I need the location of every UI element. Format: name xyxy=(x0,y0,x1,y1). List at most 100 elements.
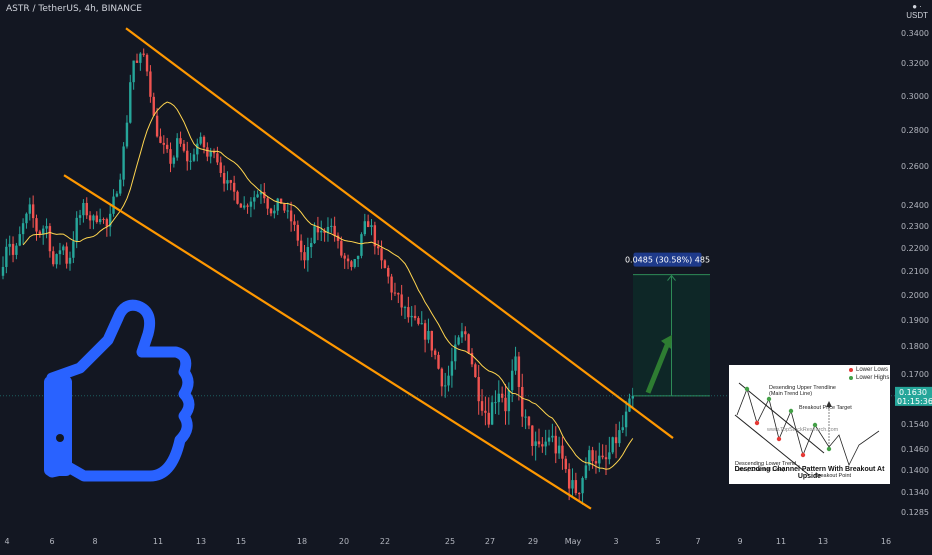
candle-body xyxy=(460,331,464,338)
candle-body xyxy=(11,243,15,255)
candle-body xyxy=(82,202,85,216)
price-tick-label: 0.3400 xyxy=(901,29,929,38)
candle-body xyxy=(343,255,346,259)
candle-body xyxy=(155,115,159,137)
candle-body xyxy=(420,323,423,325)
candle-body xyxy=(296,224,299,241)
candle-body xyxy=(132,60,135,83)
pattern-diagram xyxy=(734,368,880,476)
candle-body xyxy=(249,201,253,207)
candle-body xyxy=(618,430,621,444)
candle-body xyxy=(427,331,430,340)
candle-body xyxy=(567,469,571,489)
candle-body xyxy=(21,223,25,235)
candle-body xyxy=(316,226,320,233)
candle-body xyxy=(88,215,92,221)
candle-body xyxy=(186,150,189,162)
breakout-label: Breakout Point xyxy=(815,473,852,479)
time-tick-label: 29 xyxy=(528,537,538,546)
candle-body xyxy=(484,410,487,413)
candle-body xyxy=(433,350,437,355)
time-tick-label: 5 xyxy=(655,537,660,546)
candle-body xyxy=(500,393,504,398)
candle-body xyxy=(182,143,186,151)
candle-body xyxy=(58,250,62,255)
candle-body xyxy=(333,225,336,236)
candle-body xyxy=(360,234,363,256)
time-tick-label: 13 xyxy=(196,537,206,546)
breakout-arrow-shaft xyxy=(645,341,671,394)
candle-body xyxy=(444,385,447,387)
currency-dot: ● · xyxy=(912,2,922,11)
currency-code: USDT xyxy=(906,11,928,20)
candle-body xyxy=(474,364,477,378)
breakout-arrow-head xyxy=(661,334,672,349)
candle-body xyxy=(109,213,112,227)
candle-body xyxy=(263,191,266,199)
candle-body xyxy=(95,215,98,223)
price-tick-label: 0.2300 xyxy=(901,222,929,231)
legend-lower-lows: Lower Lows xyxy=(856,367,889,373)
measure-arrowhead xyxy=(667,274,676,281)
candle-body xyxy=(531,425,534,446)
candle-body xyxy=(243,205,246,208)
countdown-label: 01:15:36 xyxy=(897,397,932,406)
candle-body xyxy=(373,225,377,247)
candle-body xyxy=(18,234,21,246)
candle-body xyxy=(92,215,95,221)
candle-body xyxy=(45,226,48,229)
candle-body xyxy=(377,246,380,249)
time-tick-label: 8 xyxy=(92,537,97,546)
measure-label-bg xyxy=(633,252,702,267)
price-tick-label: 0.3000 xyxy=(901,92,929,101)
candle-body xyxy=(584,465,588,479)
candle-body xyxy=(279,198,283,204)
price-tick-label: 0.2800 xyxy=(901,126,929,135)
candle-body xyxy=(514,356,517,371)
candle-body xyxy=(430,331,433,351)
candle-body xyxy=(162,142,165,145)
candle-body xyxy=(387,267,390,277)
candle-body xyxy=(326,226,330,233)
candle-body xyxy=(554,435,557,454)
candle-body xyxy=(504,397,507,412)
candle-body xyxy=(350,261,353,267)
currency-label: ● · USDT xyxy=(906,2,928,20)
candle-body xyxy=(390,276,393,293)
measure-label: 0.0485 (30.58%) 485 xyxy=(625,256,710,265)
candle-body xyxy=(397,293,400,295)
candles-layer xyxy=(1,48,634,505)
candle-body xyxy=(604,457,608,460)
candle-body xyxy=(537,441,541,445)
axes-layer: 0.3400 0.3200 0.3000 0.2800 0.2600 0.2400 0.23… xyxy=(4,0,932,550)
candle-body xyxy=(78,215,82,218)
candle-body xyxy=(159,136,162,143)
time-tick-label: May xyxy=(565,537,582,546)
candle-body xyxy=(25,213,28,224)
candle-body xyxy=(196,143,199,155)
candle-body xyxy=(35,218,38,232)
candle-body xyxy=(393,292,397,294)
candle-body xyxy=(299,240,303,253)
candle-body xyxy=(621,427,624,431)
candle-body xyxy=(266,198,269,209)
candle-body xyxy=(440,368,444,387)
price-tick-label: 0.1460 xyxy=(901,445,929,454)
candle-body xyxy=(28,204,31,214)
candle-body xyxy=(98,219,102,223)
candle-body xyxy=(286,210,289,212)
candle-body xyxy=(534,441,537,446)
price-tick-label: 0.1700 xyxy=(901,370,929,379)
candle-body xyxy=(524,416,527,418)
candle-body xyxy=(276,198,279,211)
price-tick-label: 0.1900 xyxy=(901,316,929,325)
candle-body xyxy=(246,205,249,207)
candle-body xyxy=(578,493,581,495)
candle-body xyxy=(624,411,628,428)
price-tick-label: 0.1800 xyxy=(901,342,929,351)
upper-channel-line xyxy=(125,27,674,439)
price-tick-label: 0.2200 xyxy=(901,244,929,253)
candle-body xyxy=(631,395,634,399)
candle-body xyxy=(346,258,350,262)
